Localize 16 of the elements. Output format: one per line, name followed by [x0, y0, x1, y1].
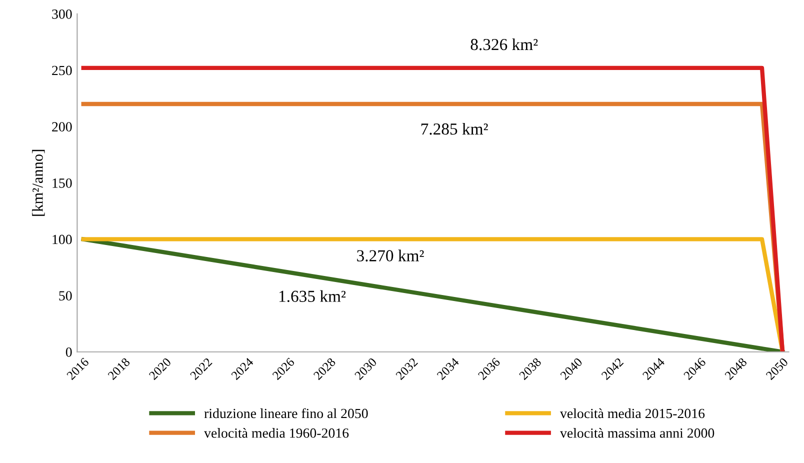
y-tick-label: 50: [59, 291, 72, 301]
y-tick-label: 200: [52, 122, 72, 132]
legend-label: velocità massima anni 2000: [560, 428, 714, 438]
legend-label: riduzione lineare fino al 2050: [204, 408, 368, 418]
legend-label: velocità media 1960-2016: [204, 428, 349, 438]
y-axis-title: [km²/anno]: [32, 150, 45, 216]
annotation: 8.326 km²: [470, 38, 538, 50]
legend-label: velocità media 2015-2016: [560, 408, 705, 418]
y-tick-label: 250: [52, 66, 72, 76]
annotation: 1.635 km²: [279, 290, 346, 302]
y-tick-label: 300: [52, 9, 72, 19]
y-tick-label: 0: [66, 347, 72, 357]
y-tick-label: 100: [52, 234, 72, 244]
annotation: 3.270 km²: [357, 250, 424, 262]
y-tick-label: 150: [52, 178, 72, 188]
annotation: 7.285 km²: [421, 122, 488, 135]
